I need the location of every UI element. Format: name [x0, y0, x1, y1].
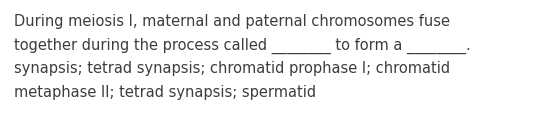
Text: synapsis; tetrad synapsis; chromatid prophase I; chromatid: synapsis; tetrad synapsis; chromatid pro… [14, 61, 450, 76]
Text: metaphase II; tetrad synapsis; spermatid: metaphase II; tetrad synapsis; spermatid [14, 85, 316, 100]
Text: During meiosis I, maternal and paternal chromosomes fuse: During meiosis I, maternal and paternal … [14, 14, 450, 29]
Text: together during the process called ________ to form a ________.: together during the process called _____… [14, 38, 470, 54]
